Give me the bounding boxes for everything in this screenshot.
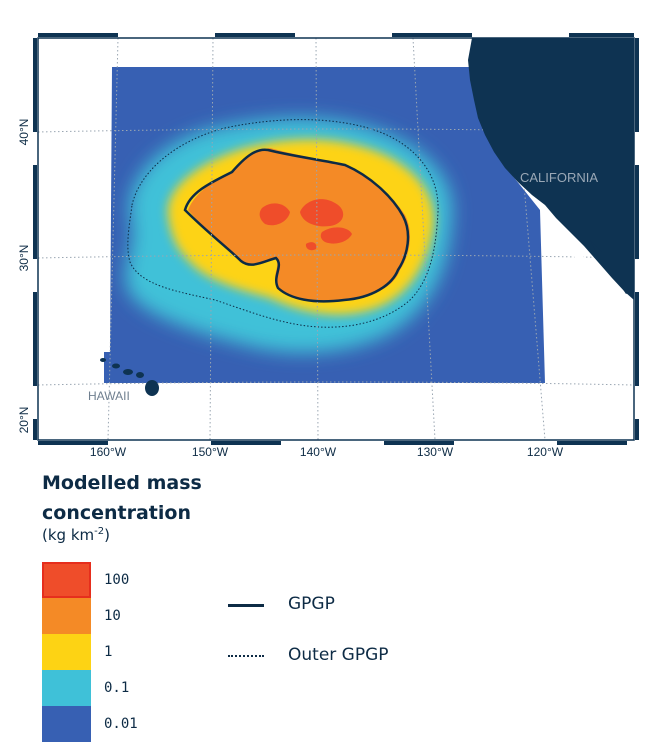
zone-100-c xyxy=(320,227,352,244)
legend-swatch-10 xyxy=(42,598,91,634)
frame-ticks xyxy=(33,33,639,445)
zone-10 xyxy=(188,148,411,302)
lat-label-20n: 20°N xyxy=(17,407,31,434)
gpgp-boundary xyxy=(183,148,410,303)
zone-100-a xyxy=(259,203,290,226)
legend-outer-gpgp-label: Outer GPGP xyxy=(288,645,389,665)
gulf-of-california xyxy=(590,240,630,294)
legend-swatch-100 xyxy=(42,562,91,598)
lon-label-140w: 140°W xyxy=(300,445,337,459)
zone-100-d xyxy=(305,242,317,251)
legend-label-0-1: 0.1 xyxy=(104,680,130,696)
legend-label-10: 10 xyxy=(104,608,121,624)
map-frame xyxy=(37,37,635,441)
baja-california-land xyxy=(560,232,610,296)
concentration-field xyxy=(104,67,545,383)
legend-swatch-0-01 xyxy=(42,706,91,742)
zone-100-b xyxy=(300,199,344,227)
legend-unit: (kg km-2) xyxy=(42,526,110,544)
hawaii-label: HAWAII xyxy=(88,389,130,403)
hawaii-islands xyxy=(100,358,159,396)
lon-label-120w: 120°W xyxy=(527,445,564,459)
legend-title: Modelled mass concentration xyxy=(42,472,202,524)
legend-swatch-0-1 xyxy=(42,670,91,706)
legend-swatch-1 xyxy=(42,634,91,670)
map: CALIFORNIA HAWAII 160°W 150°W 140°W 130°… xyxy=(17,33,639,459)
legend-label-1: 1 xyxy=(104,644,113,660)
lon-label-160w: 160°W xyxy=(90,445,127,459)
legend-label-0-01: 0.01 xyxy=(104,716,138,732)
north-america-land xyxy=(468,38,634,300)
lon-label-150w: 150°W xyxy=(192,445,229,459)
california-label: CALIFORNIA xyxy=(520,170,598,185)
lat-label-30n: 30°N xyxy=(17,245,31,272)
legend-gpgp-line xyxy=(228,604,264,607)
legend-label-100: 100 xyxy=(104,572,130,588)
legend-outer-gpgp-line xyxy=(228,655,264,657)
outer-gpgp-boundary xyxy=(127,119,439,328)
legend-gpgp-label: GPGP xyxy=(288,594,335,614)
lon-label-130w: 130°W xyxy=(417,445,454,459)
lat-label-40n: 40°N xyxy=(17,119,31,146)
